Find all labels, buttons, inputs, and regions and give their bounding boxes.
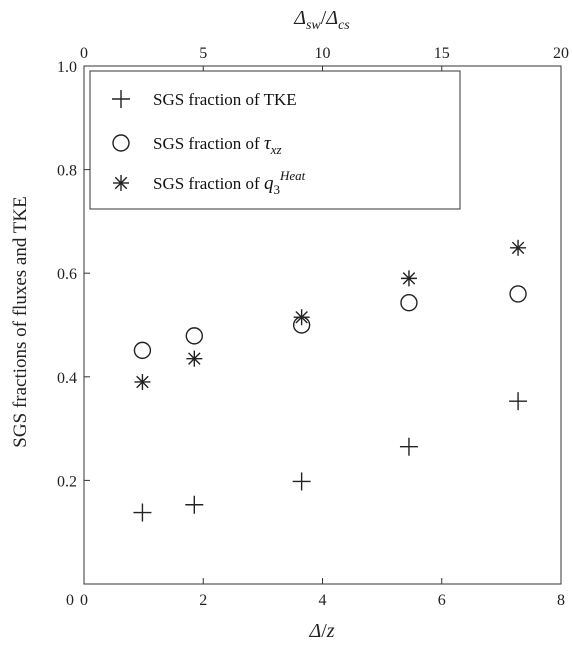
tau-point — [133, 341, 152, 360]
star-d2 — [511, 241, 525, 255]
x-axis-title: Δ/z — [308, 620, 334, 642]
legend-label-tau: SGS fraction of τxz — [153, 133, 282, 157]
legend-marker-heat — [113, 175, 129, 191]
x-tick-label: 4 — [319, 592, 327, 609]
y-tick-label: 0.4 — [57, 370, 77, 387]
top-axis-title-den: Δ — [325, 7, 338, 29]
data-marks — [133, 239, 528, 522]
y-tick-label: 0.6 — [57, 266, 77, 283]
legend-box — [89, 70, 461, 210]
star-d2 — [114, 176, 128, 190]
legend-label-tke: SGS fraction of TKE — [153, 90, 297, 109]
heat-point — [400, 270, 417, 287]
heat-point — [134, 373, 151, 390]
tke-point — [133, 503, 152, 522]
star-d2 — [402, 272, 416, 285]
legend-star-shape — [113, 175, 129, 191]
legend-label-tau-sub: xz — [270, 142, 282, 157]
y-tick-label: 0.2 — [57, 473, 77, 490]
top-axis-ticks: 0 5 10 15 20 — [80, 45, 569, 72]
x-axis-title-delta: Δ — [308, 620, 321, 642]
top-axis-title-slash: / — [321, 7, 327, 29]
top-tick-label: 15 — [434, 45, 450, 62]
x-axis-ticks: 0 2 4 6 8 — [80, 578, 565, 609]
tau-point — [185, 327, 204, 345]
top-tick-label: 0 — [80, 45, 88, 62]
x-tick-label: 6 — [438, 592, 446, 609]
x-tick-label: 8 — [557, 592, 565, 609]
heat-point — [186, 350, 203, 367]
legend-label-heat: SGS fraction of q3Heat — [153, 168, 306, 197]
tke-point — [399, 437, 418, 456]
y-axis-title: SGS fractions of fluxes and TKE — [10, 196, 31, 447]
star-d2 — [295, 310, 308, 324]
y-tick-label: 1.0 — [57, 59, 77, 76]
legend-label-heat-sup: Heat — [279, 168, 306, 183]
legend-label-heat-sub: 3 — [273, 182, 280, 197]
legend-label-tau-text: SGS fraction of — [153, 134, 264, 153]
top-axis-title-num: Δ — [293, 7, 306, 29]
origin-tick-label: 0 — [66, 592, 74, 609]
legend-label-tau-sym: τ — [264, 133, 272, 154]
top-tick-label: 20 — [553, 45, 569, 62]
heat-point — [293, 309, 310, 326]
legend-label-heat-sym: q — [264, 173, 274, 194]
tke-point — [185, 495, 204, 514]
star-d2 — [188, 352, 201, 365]
top-axis-title-sw: sw — [306, 18, 321, 33]
top-axis-title: Δsw/Δcs — [293, 7, 350, 33]
legend-marker-tke — [112, 90, 130, 108]
legend: SGS fraction of TKE SGS fraction of τxz … — [89, 70, 461, 210]
tau-point — [509, 285, 527, 303]
x-axis-title-slash: / — [321, 620, 327, 642]
x-tick-label: 2 — [199, 592, 207, 609]
y-tick-label: 0.8 — [57, 163, 77, 180]
top-tick-label: 10 — [315, 45, 331, 62]
y-axis-ticks: 0.2 0.4 0.6 0.8 1.0 0 — [57, 59, 90, 609]
tke-point — [509, 392, 528, 411]
tau-point — [400, 294, 418, 312]
tke-point — [292, 472, 311, 491]
legend-label-heat-text: SGS fraction of — [153, 174, 264, 193]
star-d2 — [136, 375, 149, 389]
x-tick-label: 0 — [80, 592, 88, 609]
heat-point — [510, 239, 527, 256]
legend-marker-tau — [112, 134, 130, 152]
top-tick-label: 5 — [199, 45, 207, 62]
x-axis-title-z: z — [326, 620, 335, 642]
top-axis-title-cs: cs — [338, 18, 350, 33]
